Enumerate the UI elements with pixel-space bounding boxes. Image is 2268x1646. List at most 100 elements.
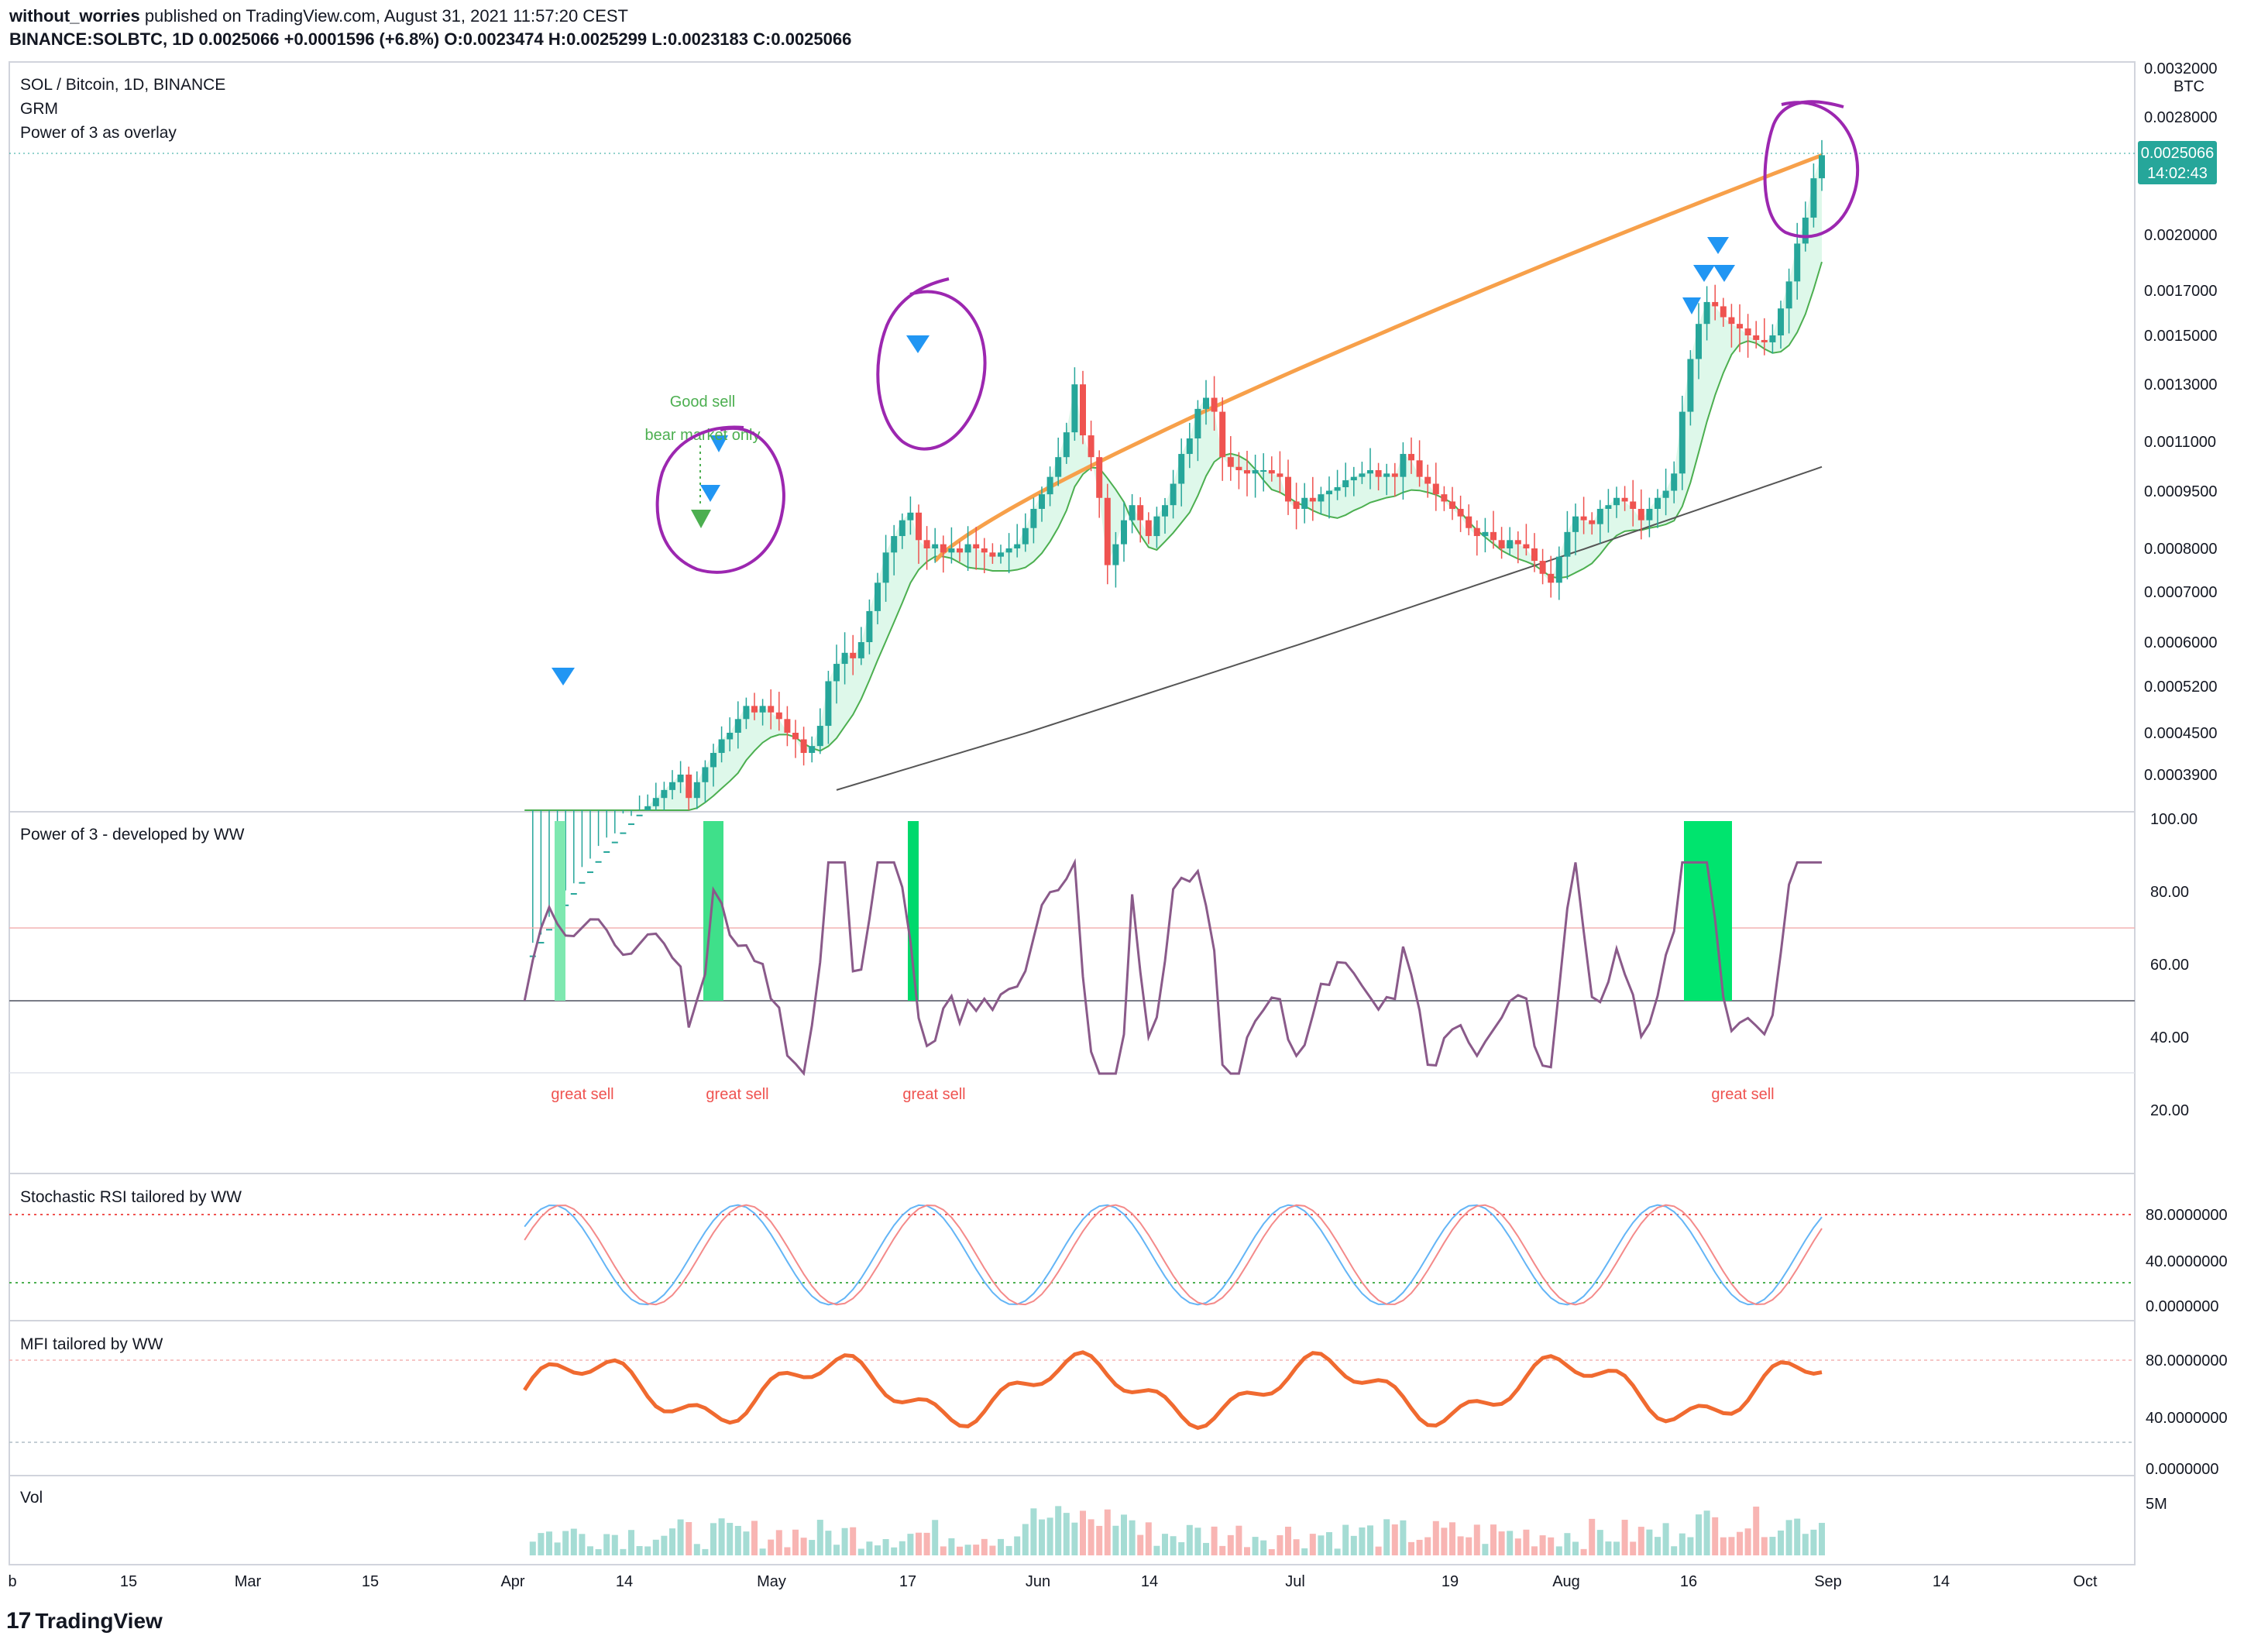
candle-body [1794, 243, 1801, 282]
volume-bar [1268, 1548, 1275, 1555]
hand-drawn-circles [655, 100, 1860, 574]
volume-bar [1334, 1548, 1341, 1555]
sell-arrow [552, 668, 575, 686]
candle-body [1539, 561, 1546, 574]
candle-body [882, 552, 889, 583]
tradingview-logo[interactable]: 17 TradingView [6, 1606, 163, 1637]
candle-body [1523, 544, 1530, 548]
candle-body [1359, 473, 1366, 477]
volume-bar [1514, 1538, 1521, 1555]
candle-body [1687, 359, 1694, 412]
power-band [1684, 821, 1732, 1001]
volume-bar [1055, 1506, 1062, 1555]
candle-body [1555, 556, 1562, 583]
candle-body [1022, 527, 1029, 545]
candle-body [702, 767, 709, 782]
candle-body [1030, 508, 1037, 528]
time-tick: 15 [120, 1573, 137, 1590]
candle-body [1514, 540, 1521, 545]
candle-body [1014, 544, 1021, 548]
candle-body [1490, 531, 1497, 541]
candle-body [1646, 508, 1653, 521]
candle-body [1186, 438, 1193, 455]
volume-bar [841, 1527, 848, 1555]
candle-body [891, 536, 898, 553]
volume-bar [1285, 1527, 1291, 1555]
price-tick: 0.0020000 [2144, 227, 2218, 244]
sell-arrow [1693, 265, 1715, 282]
candle-body [1096, 457, 1103, 498]
volume-bar [1162, 1534, 1168, 1555]
candle-body [1039, 494, 1045, 509]
o-label: O: [444, 29, 463, 49]
power-tick: 20.00 [2150, 1102, 2189, 1119]
volume-bar [775, 1530, 782, 1555]
volume-bar [882, 1538, 889, 1555]
candlestick-series [529, 139, 1825, 957]
volume-bar [751, 1521, 758, 1555]
candle-body [1507, 540, 1514, 548]
volume-bar [644, 1546, 651, 1555]
candle-body [1498, 540, 1505, 548]
volume-bar [784, 1547, 791, 1555]
candle-body [899, 520, 905, 537]
mfi-tick: 40.0000000 [2146, 1410, 2228, 1427]
candle-body [587, 871, 593, 874]
volume-bar [1096, 1525, 1103, 1555]
candle-body [964, 544, 971, 553]
candle-body [1367, 469, 1373, 474]
tradingview-brand: TradingView [35, 1609, 163, 1633]
author-name[interactable]: without_worries [9, 6, 140, 26]
candle-body [768, 706, 775, 713]
great-sell-label: great sell [902, 1086, 965, 1103]
volume-bar [1129, 1520, 1136, 1555]
candle-body [636, 814, 643, 816]
candle-body [620, 832, 627, 834]
candle-body [1737, 324, 1743, 329]
candle-body [1548, 573, 1555, 583]
volume-bar [1046, 1517, 1053, 1555]
candle-body [677, 775, 684, 782]
candle-body [1712, 301, 1719, 307]
volume-bar [1178, 1542, 1185, 1555]
volume-bar [1063, 1513, 1070, 1555]
candle-body [1071, 384, 1078, 433]
stoch-tick: 80.0000000 [2146, 1207, 2228, 1224]
power-band [703, 821, 723, 1001]
price-tick: 0.0005200 [2144, 679, 2218, 696]
time-tick: 19 [1442, 1573, 1459, 1590]
change-value: +0.0001596 (+6.8%) [284, 29, 440, 49]
candle-body [579, 881, 586, 884]
candle-body [1293, 501, 1300, 509]
circle-drawing [1763, 100, 1860, 239]
time-axis: b 15 Mar 15 Apr 14 May 17 Jun 14 Jul 19 Aug 16 Sep 14 Oc… [8, 1573, 2098, 1590]
volume-bar [579, 1534, 586, 1555]
candle-body [792, 733, 799, 740]
volume-bar [1137, 1534, 1144, 1555]
candle-body [1170, 483, 1177, 506]
candle-body [1457, 508, 1464, 517]
volume-bar [1728, 1537, 1735, 1555]
candle-body [546, 929, 552, 931]
volume-bar [1252, 1537, 1259, 1555]
power-tick: 80.00 [2150, 884, 2189, 901]
candle-body [1424, 476, 1431, 484]
volume-bar [907, 1534, 914, 1555]
good-sell-label: Good sell [670, 393, 736, 411]
candle-body [1219, 411, 1226, 458]
candle-body [923, 540, 930, 548]
volume-bar [1022, 1524, 1029, 1555]
candle-body [809, 746, 816, 754]
volume-bar [816, 1520, 823, 1555]
volume-bar [628, 1530, 634, 1555]
candle-body [1145, 520, 1152, 537]
candle-body [957, 548, 963, 553]
tradingview-logo-icon: 17 [6, 1608, 31, 1634]
volume-bar [1637, 1527, 1644, 1555]
candle-body [1589, 520, 1596, 524]
candle-body [1778, 308, 1784, 335]
h-value: 0.0025299 [566, 29, 648, 49]
volume-bar [702, 1548, 709, 1555]
mfi-line [523, 1350, 1823, 1431]
